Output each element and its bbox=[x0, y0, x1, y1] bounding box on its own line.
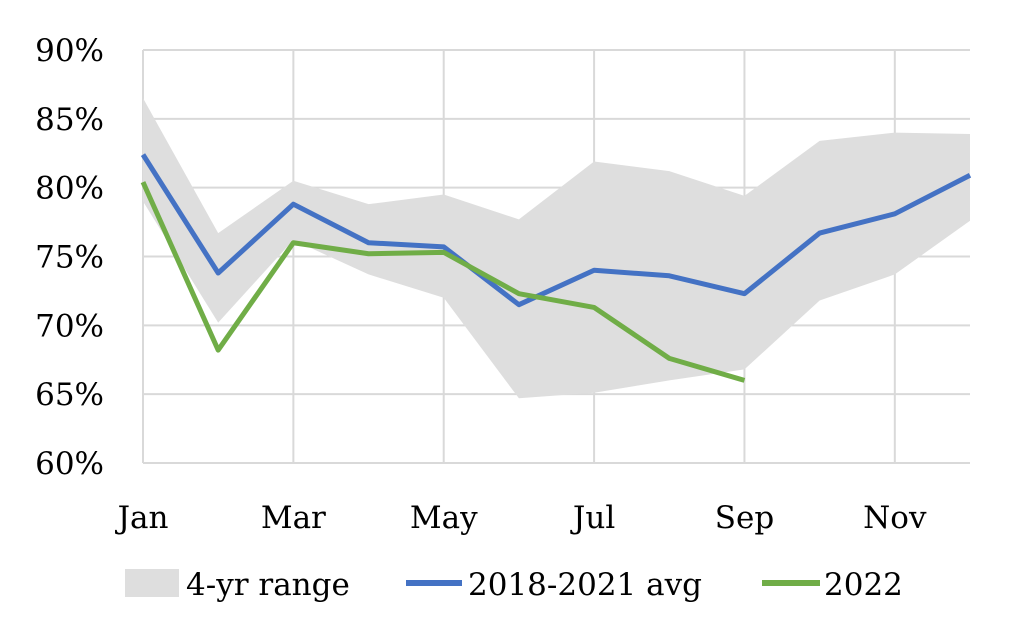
legend-label-range: 4-yr range bbox=[186, 567, 350, 603]
legend-label-avg: 2018-2021 avg bbox=[468, 567, 702, 603]
x-axis-ticks: Jan Mar May Jul Sep Nov bbox=[115, 500, 927, 536]
y-tick-label: 85% bbox=[35, 102, 104, 138]
legend-label-2022: 2022 bbox=[824, 567, 903, 603]
x-tick-label: Jan bbox=[115, 500, 169, 536]
range-band-layer bbox=[143, 98, 970, 399]
range-band bbox=[143, 98, 970, 399]
x-tick-label: Sep bbox=[715, 500, 774, 536]
x-tick-label: Nov bbox=[863, 500, 927, 536]
y-tick-label: 90% bbox=[35, 33, 104, 69]
series-line-0 bbox=[140, 153, 972, 308]
y-tick-label: 75% bbox=[35, 240, 104, 276]
x-tick-label: May bbox=[410, 500, 478, 536]
y-tick-label: 60% bbox=[35, 446, 104, 482]
y-tick-label: 65% bbox=[35, 377, 104, 413]
y-tick-label: 80% bbox=[35, 171, 104, 207]
y-tick-label: 70% bbox=[35, 308, 104, 344]
legend: 4-yr range 2018-2021 avg 2022 bbox=[125, 567, 903, 603]
x-tick-label: Mar bbox=[261, 500, 326, 536]
series-lines bbox=[140, 153, 972, 383]
y-axis-ticks: 60% 65% 70% 75% 80% 85% 90% bbox=[35, 33, 104, 482]
legend-swatch-range bbox=[125, 569, 179, 597]
x-tick-label: Jul bbox=[570, 500, 615, 536]
